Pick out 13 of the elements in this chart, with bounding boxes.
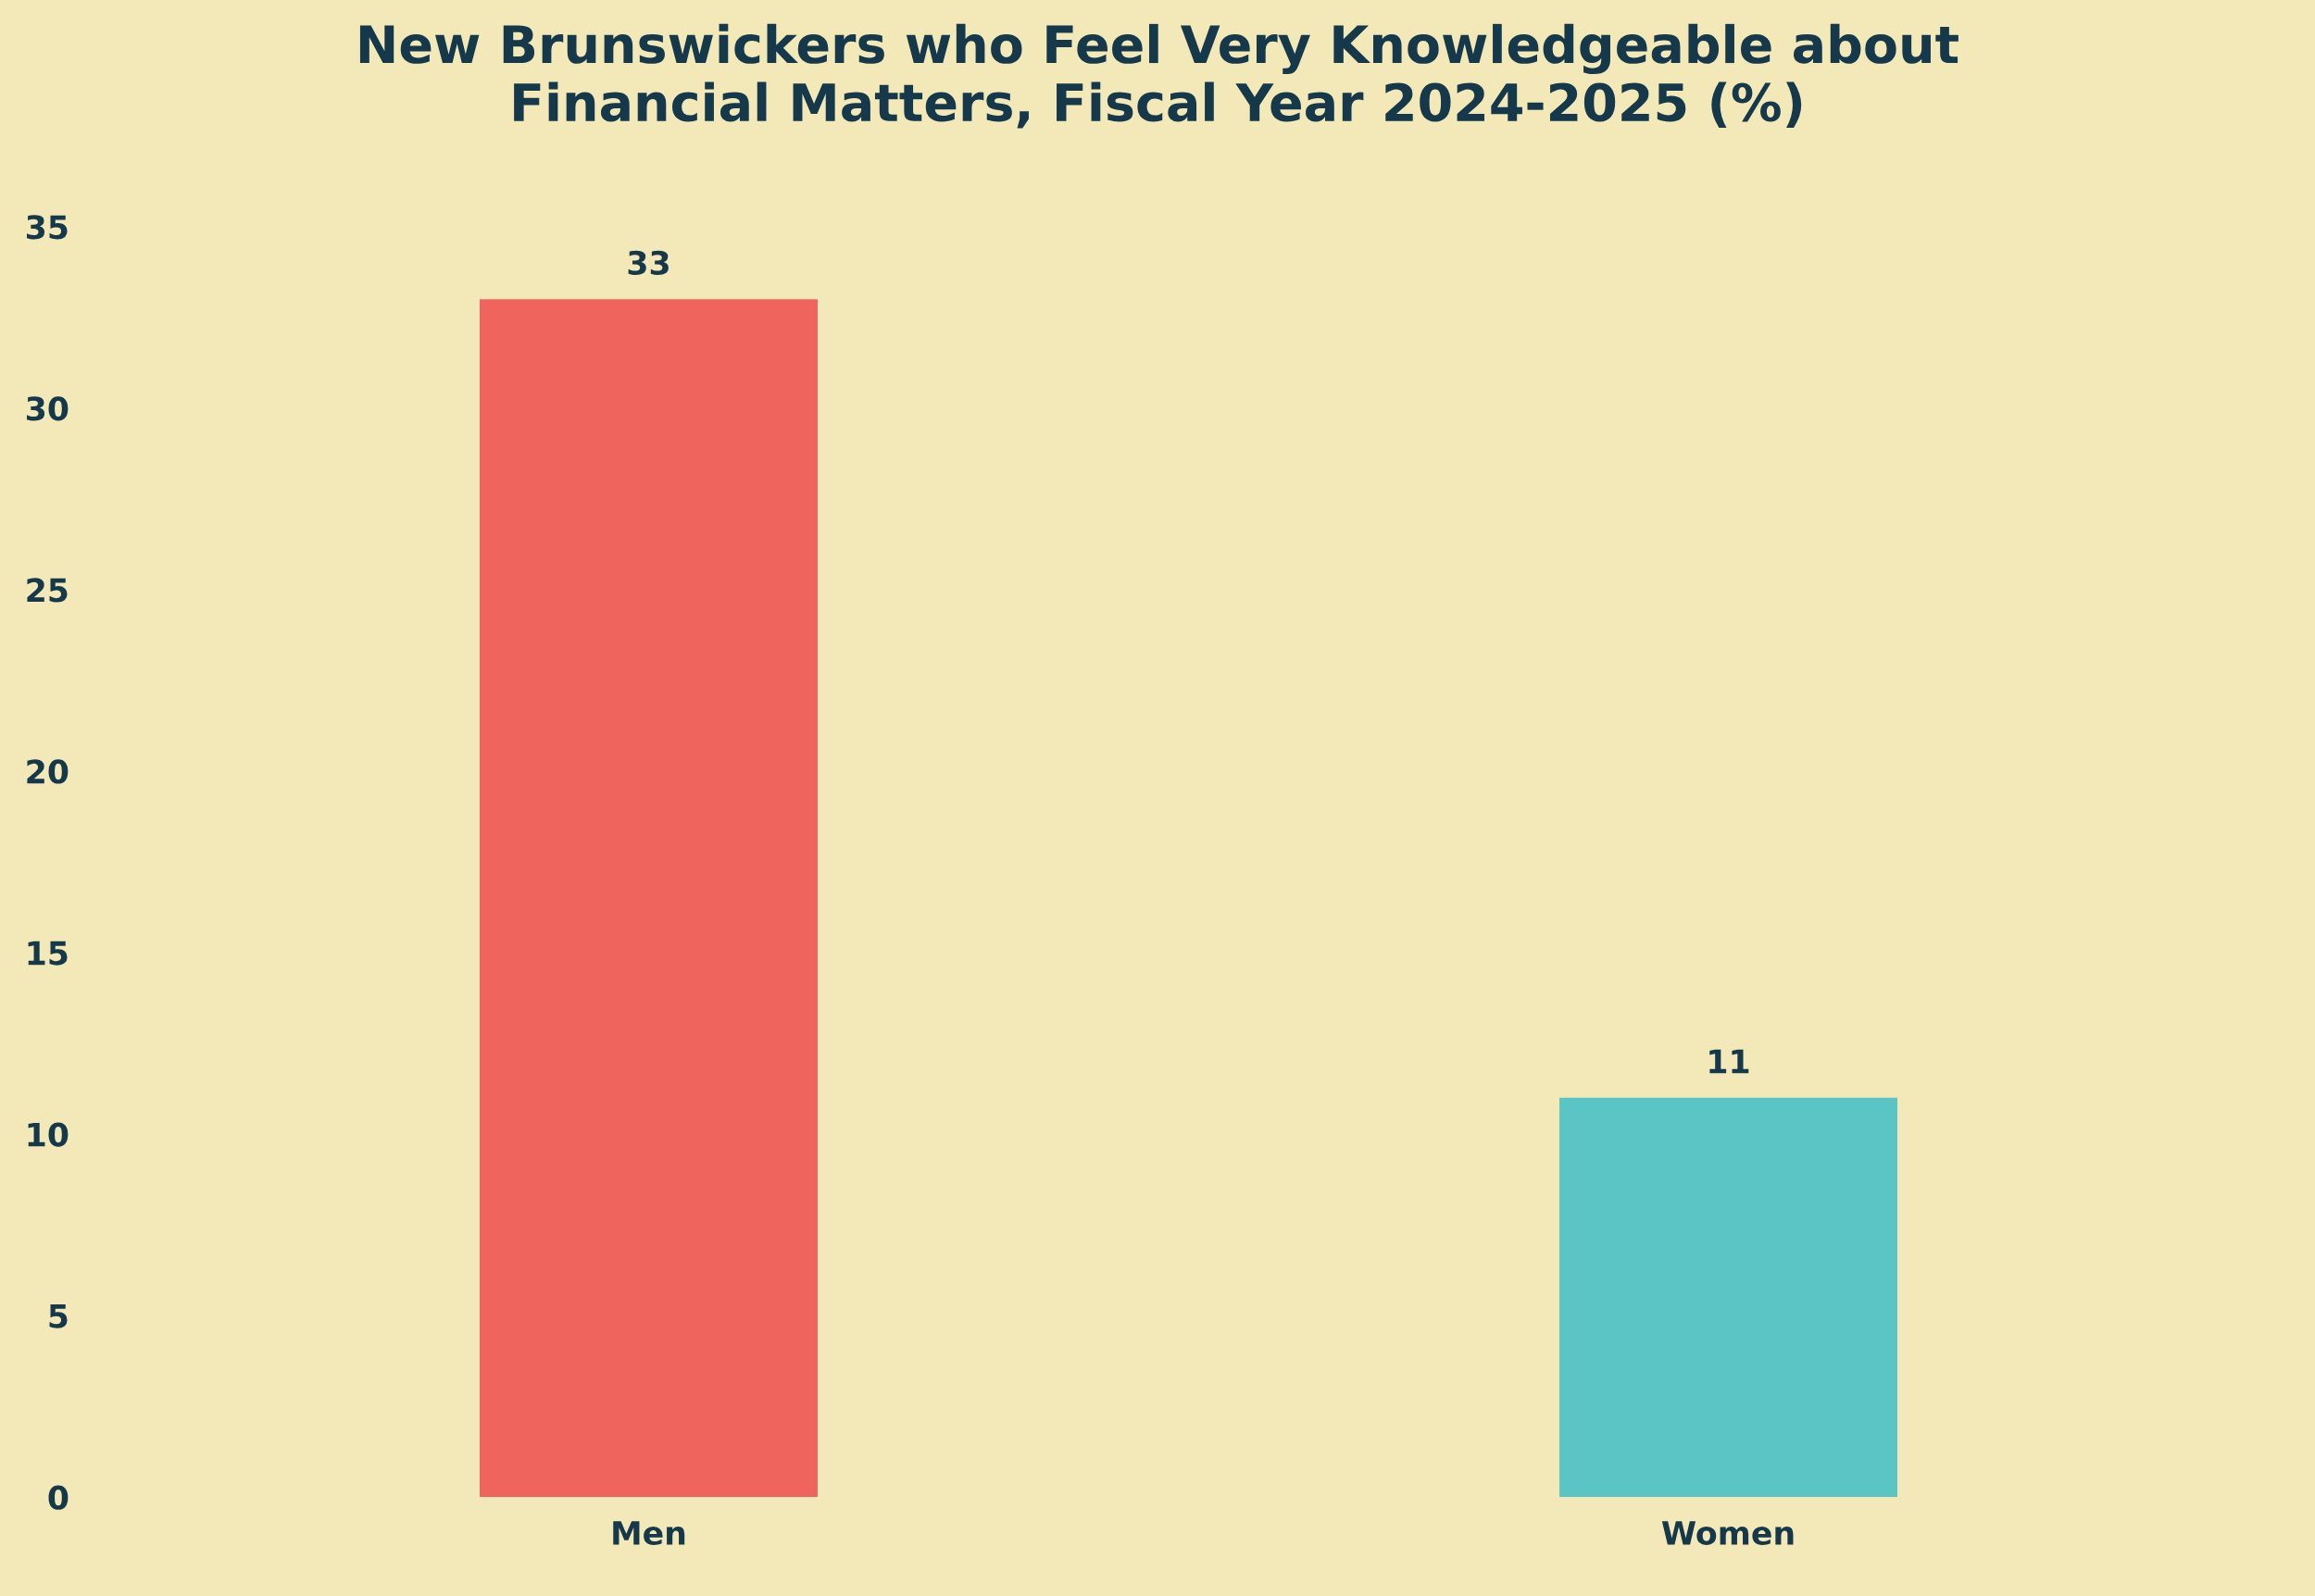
y-tick-label: 35: [27, 215, 68, 240]
chart-title: New Brunswickers who Feel Very Knowledgeable about Financial Matters, Fiscal Year 2024-2025 (%): [359, 23, 1958, 129]
y-tick-label: 15: [28, 941, 68, 966]
y-tick-label: 30: [27, 396, 69, 421]
y-tick-label: 20: [27, 759, 69, 784]
x-tick-label: Women: [1661, 1521, 1794, 1545]
y-tick-label: 5: [49, 1303, 68, 1328]
y-tick-label: 0: [48, 1485, 69, 1510]
x-tick-label: Men: [613, 1521, 685, 1545]
data-label: 33: [628, 250, 669, 276]
y-tick-label: 25: [27, 578, 68, 603]
data-label: 11: [1709, 1049, 1749, 1074]
y-tick-label: 10: [28, 1122, 69, 1147]
